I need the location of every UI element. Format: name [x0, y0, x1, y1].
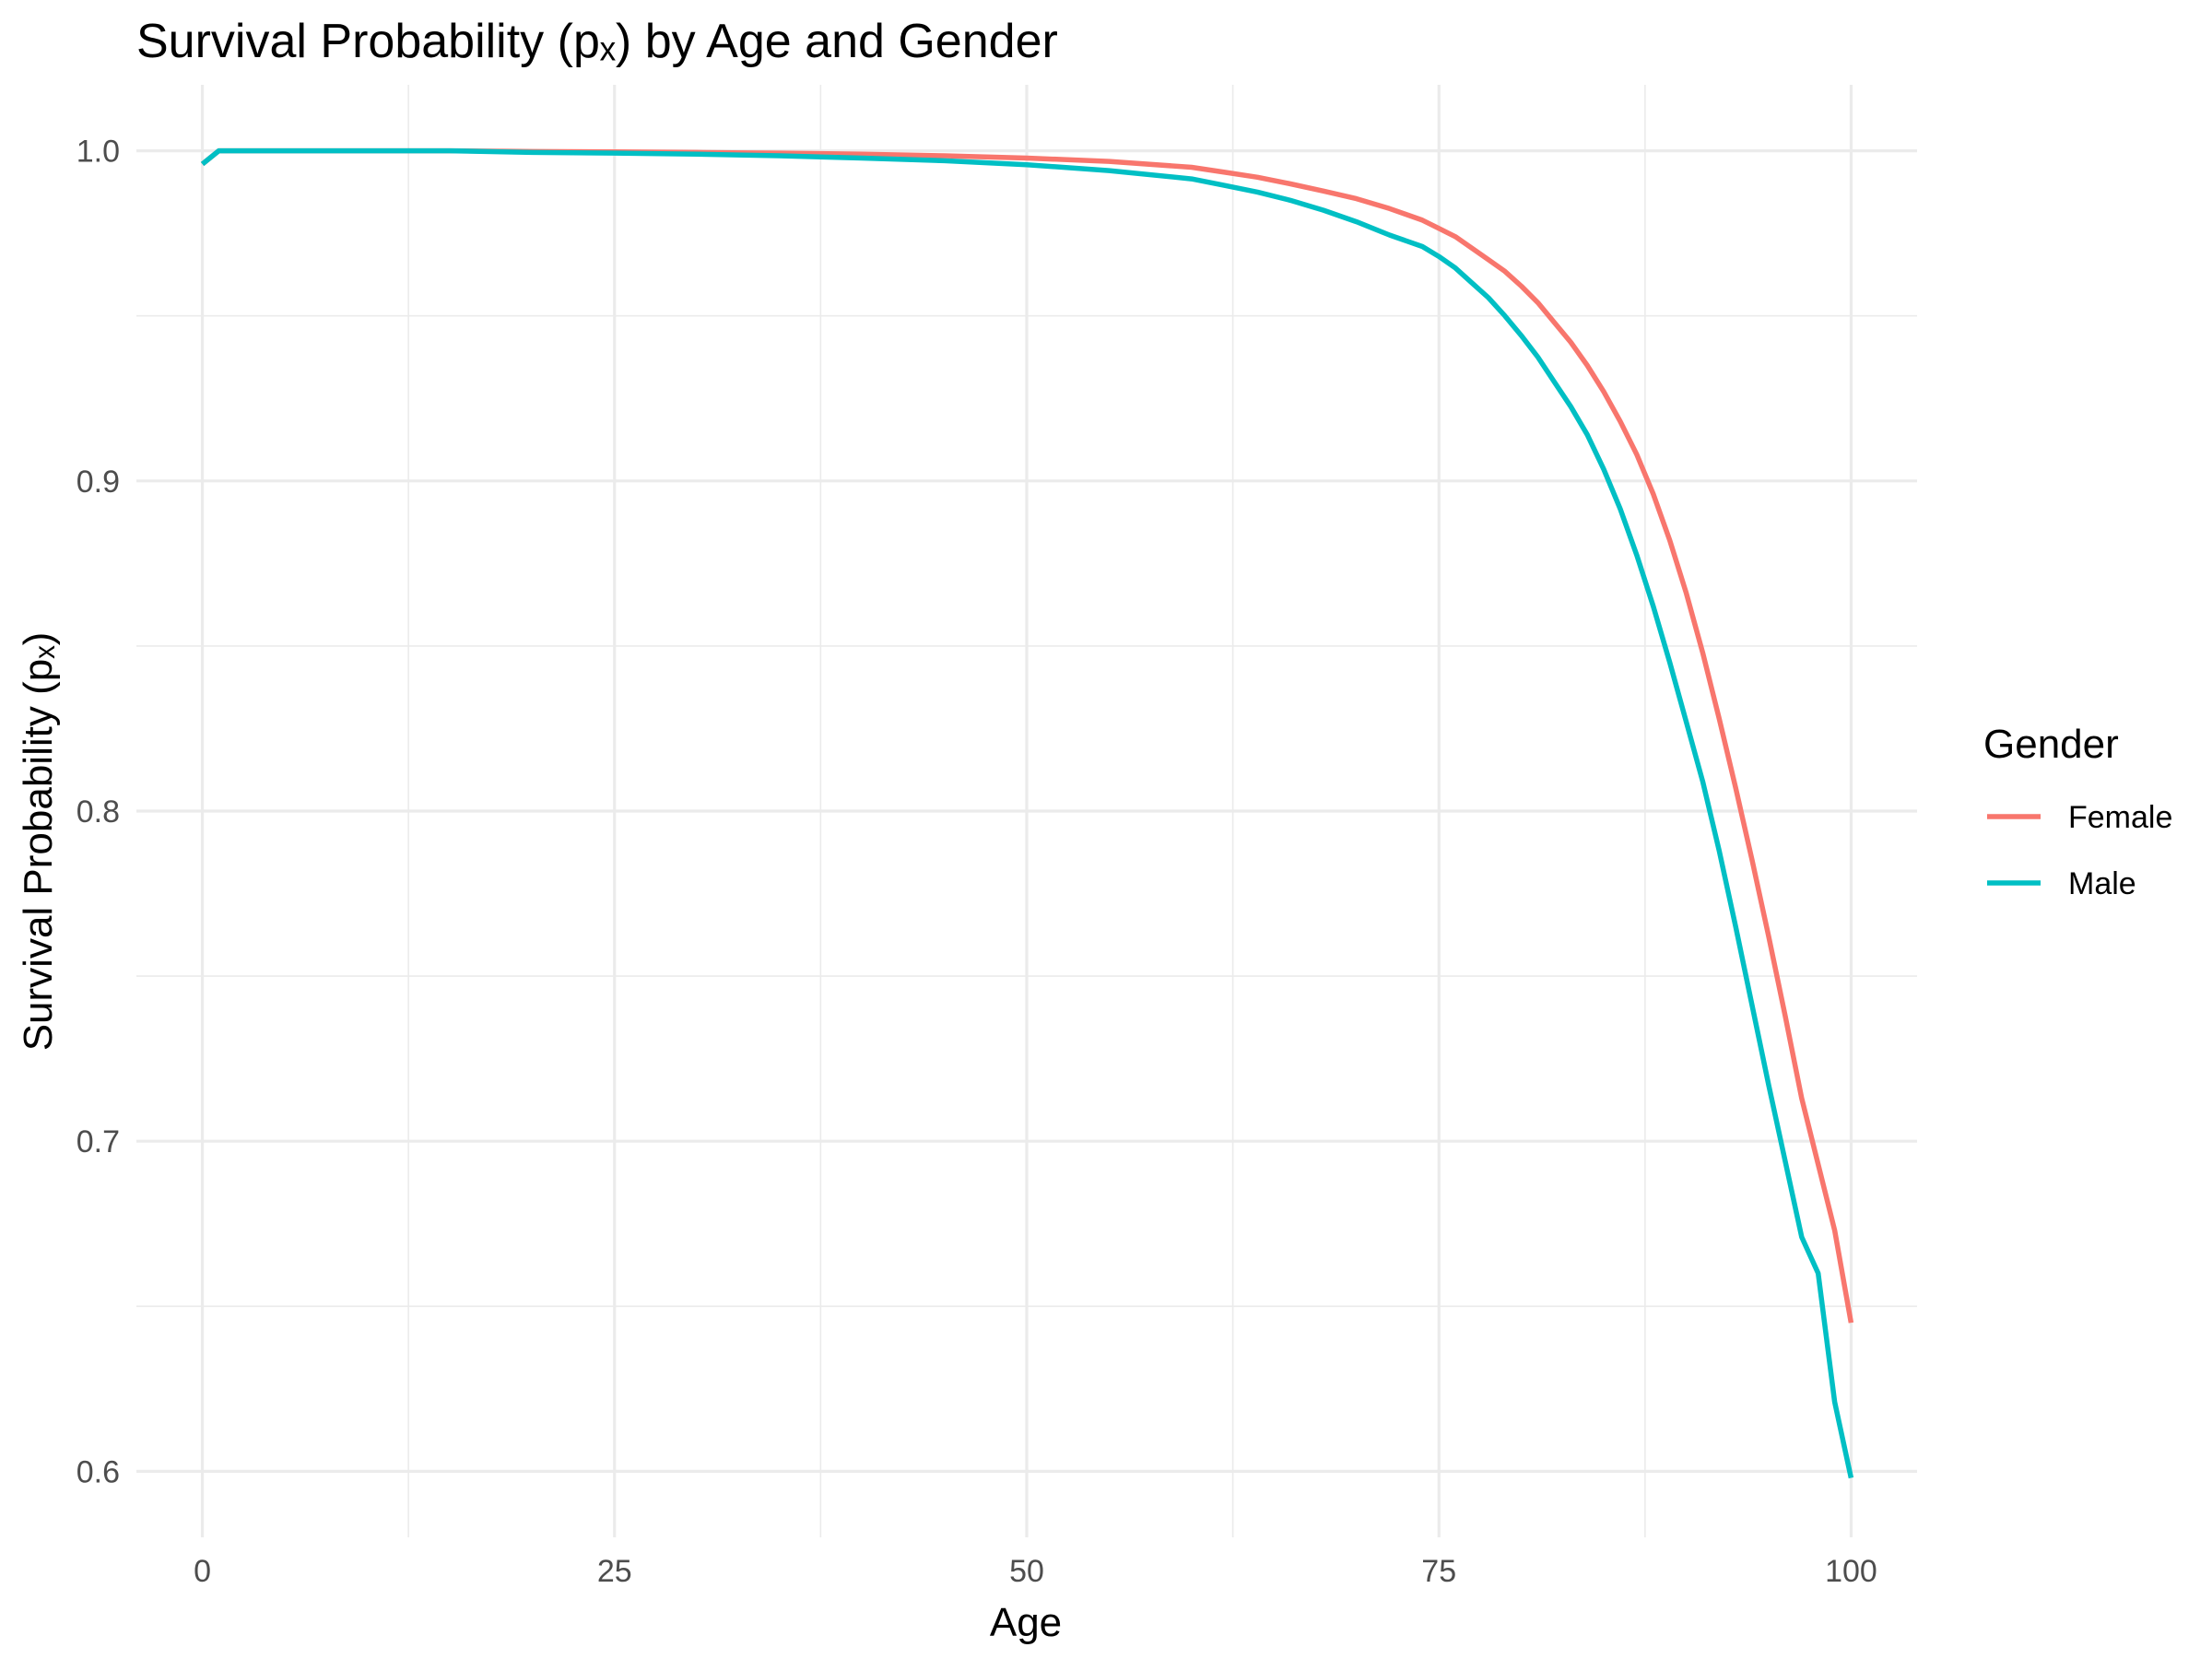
x-axis-ticks: 0 25 50 75 100 — [194, 1554, 1877, 1589]
legend-title: Gender — [1983, 722, 2119, 767]
x-tick-label: 50 — [1009, 1554, 1044, 1589]
y-tick-label: 1.0 — [76, 135, 120, 170]
y-tick-label: 0.9 — [76, 465, 120, 500]
x-tick-label: 75 — [1421, 1554, 1456, 1589]
legend-label-female: Female — [2068, 800, 2172, 835]
series-line-male — [200, 147, 1854, 1479]
major-gridlines — [136, 85, 1917, 1537]
x-axis-title: Age — [990, 1600, 1062, 1645]
x-tick-label: 100 — [1825, 1554, 1877, 1589]
y-tick-label: 0.8 — [76, 794, 120, 830]
legend-items: Female Male — [1987, 800, 2172, 901]
chart-title: Survival Probability (pₓ) by Age and Gen… — [136, 15, 1058, 68]
y-axis-ticks: 0.6 0.7 0.8 0.9 1.0 — [76, 135, 120, 1490]
legend: Gender Female Male — [1983, 722, 2172, 901]
y-axis-title: Survival Probability (pₓ) — [16, 632, 61, 1052]
legend-label-male: Male — [2068, 866, 2136, 901]
series-lines — [200, 147, 1854, 1479]
x-tick-label: 0 — [194, 1554, 211, 1589]
x-tick-label: 25 — [597, 1554, 632, 1589]
y-tick-label: 0.6 — [76, 1454, 120, 1489]
y-tick-label: 0.7 — [76, 1124, 120, 1159]
